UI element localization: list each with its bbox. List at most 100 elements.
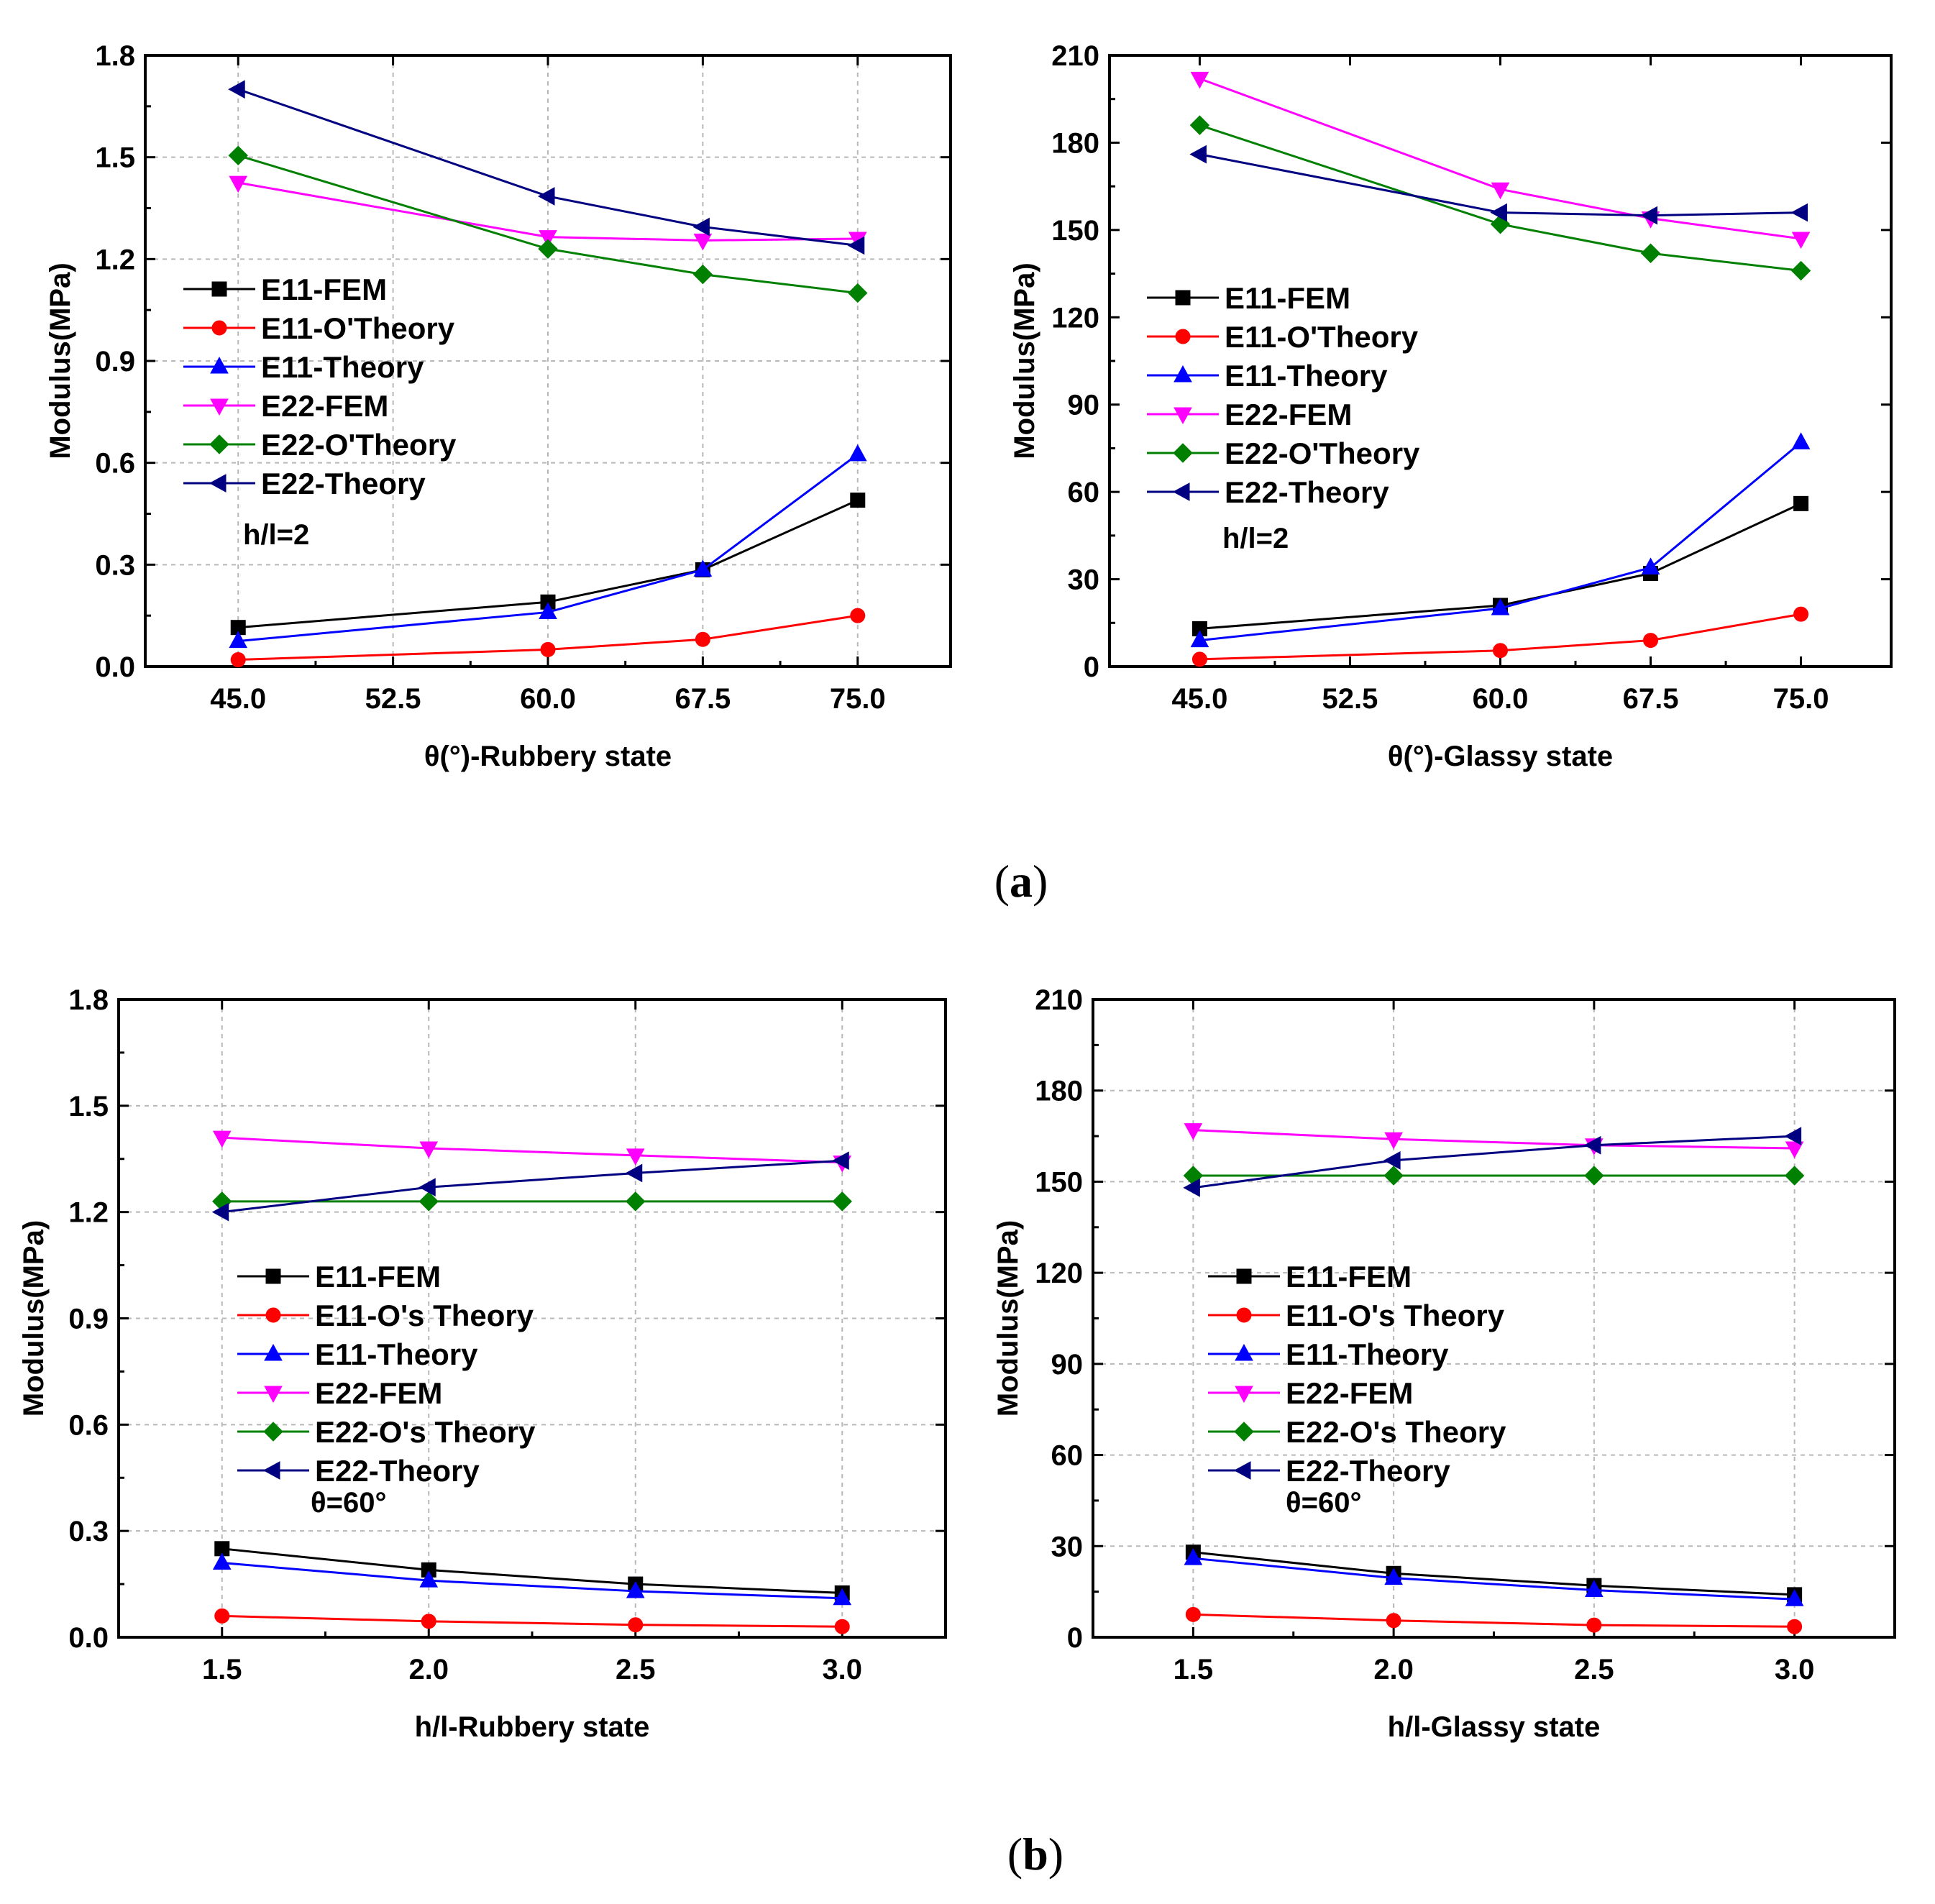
chart-panel-b-rubbery: 1.5 2.0 2.5 3.0 0.0 0.3 0.6 0.9 1.2 1.5 1.8 h/l-Rub… [18,984,947,1743]
legend-label: E22-Theory [261,467,426,500]
data-point-e11-o-theory [1643,633,1659,649]
y-tick-label: 0.9 [68,1304,109,1335]
data-point-e22-theory [537,187,555,206]
data-point-e22-fem [626,1148,645,1166]
x-tick-label: 75.0 [830,683,886,715]
legend-label: E22-Theory [315,1454,480,1488]
x-tick-label: 2.5 [1574,1654,1614,1685]
data-point-e22-o-theory [848,283,868,303]
y-tick-label: 1.5 [95,142,135,174]
y-tick-label: 150 [1035,1166,1083,1198]
legend: E11-FEM E11-O'Theory E11-Theory E22-FEM E22-… [183,273,457,500]
x-tick-label: 2.5 [616,1654,656,1685]
legend-marker [1235,1343,1253,1361]
data-point-e22-fem [693,233,713,251]
data-point-e11-theory [1585,1580,1604,1598]
x-tick-label: 2.0 [408,1654,449,1685]
legend-marker [210,356,229,374]
y-tick-label: 120 [1051,302,1099,334]
y-tick-label: 0.3 [68,1516,109,1547]
series-line-e22-theory [237,88,858,247]
legend-label: E11-FEM [1225,281,1350,315]
data-point-e11-theory [1190,630,1209,648]
legend-marker [1236,1268,1252,1284]
data-point-e11-o-s-theory [1586,1617,1602,1633]
data-point-e22-fem [1791,232,1811,250]
data-point-e22-o-theory [228,145,248,166]
data-point-e22-o-s-theory [1784,1166,1805,1186]
y-tick-label: 1.8 [95,40,135,72]
data-point-e11-theory [539,602,557,619]
y-tick-label: 1.2 [68,1197,109,1229]
chart-panel-a-glassy: 45.0 52.5 60.0 67.5 75.0 0 30 60 90 120 150 180 210 θ… [1009,40,1893,772]
y-axis-title: Modulus(MPa) [992,1220,1024,1416]
legend-marker [263,1422,283,1442]
series-line-e11-theory [1193,1557,1795,1601]
data-point-e22-theory [228,80,245,99]
data-point-e22-theory [625,1163,643,1183]
data-point-e22-theory [1583,1135,1601,1155]
caption-a: (a) [994,856,1048,907]
plot-area [1093,999,1895,1637]
data-point-e22-theory [832,1151,849,1171]
legend-label: E11-FEM [261,273,387,306]
series-line-e11-o-theory [1199,613,1801,661]
data-point-e11-theory [419,1570,439,1588]
series-line-e22-theory [221,1159,843,1214]
data-point-e11-theory [1641,557,1660,575]
y-tick-label: 210 [1035,984,1083,1016]
data-point-e11-o-theory [695,631,710,647]
series-line-e11-o-s-theory [221,1614,843,1628]
data-point-e22-o-s-theory [1383,1166,1404,1186]
series-e11-o-theory [1191,606,1809,667]
legend-marker [262,1461,280,1480]
data-point-e11-o-s-theory [214,1608,230,1624]
y-tick-label: 180 [1051,127,1099,159]
y-tick-label: 210 [1051,40,1099,72]
y-tick-label: 60 [1068,477,1100,508]
data-point-e11-theory [1791,432,1811,449]
legend-marker [209,474,227,493]
legend-label: E11-O's Theory [315,1299,534,1332]
x-tick-label: 52.5 [1322,683,1378,715]
data-point-e11-o-s-theory [1386,1613,1401,1629]
data-point-e22-o-s-theory [1584,1166,1604,1186]
y-tick-label: 1.8 [68,984,109,1016]
legend-marker [1174,407,1192,425]
y-tick-label: 180 [1035,1076,1083,1107]
caption-b-letter: b [1023,1829,1048,1880]
data-point-e22-fem [1190,71,1209,89]
x-axis-title: h/l-Rubbery state [415,1711,650,1743]
legend-marker [1233,1461,1251,1480]
y-tick-label: 0.6 [95,448,135,480]
data-point-e22-theory [1383,1151,1401,1170]
series-e22-theory [1189,145,1808,225]
x-tick-label: 60.0 [520,683,576,715]
legend-label: E22-FEM [1286,1376,1413,1410]
data-point-e22-o-theory [1640,243,1661,263]
data-point-e22-theory [692,217,710,237]
y-tick-label: 1.5 [68,1091,109,1122]
caption-b: (b) [1007,1829,1063,1880]
x-tick-label: 75.0 [1773,683,1829,715]
legend-label: E11-O'Theory [1225,320,1419,354]
series-e11-o-s-theory [1185,1606,1803,1634]
data-point-e22-o-theory [692,264,713,285]
series-e22-theory [211,1151,849,1222]
legend-label: E22-Theory [1286,1454,1450,1488]
series-e22-o-theory [228,145,868,303]
legend-marker [1175,329,1191,344]
legend-marker [264,1386,283,1404]
data-point-e22-fem [1184,1123,1203,1140]
legend-label: E11-Theory [1286,1337,1449,1371]
series-e11-theory [212,1552,852,1606]
x-tick-label: 67.5 [674,683,731,715]
legend-marker [1235,1386,1253,1404]
x-tick-label: 45.0 [1171,683,1227,715]
data-point-e22-theory [211,1202,229,1222]
x-tick-label: 52.5 [365,683,421,715]
data-point-e22-fem [419,1141,439,1159]
legend-label: E11-Theory [1225,359,1388,393]
legend-label: E22-O's Theory [1286,1415,1506,1449]
